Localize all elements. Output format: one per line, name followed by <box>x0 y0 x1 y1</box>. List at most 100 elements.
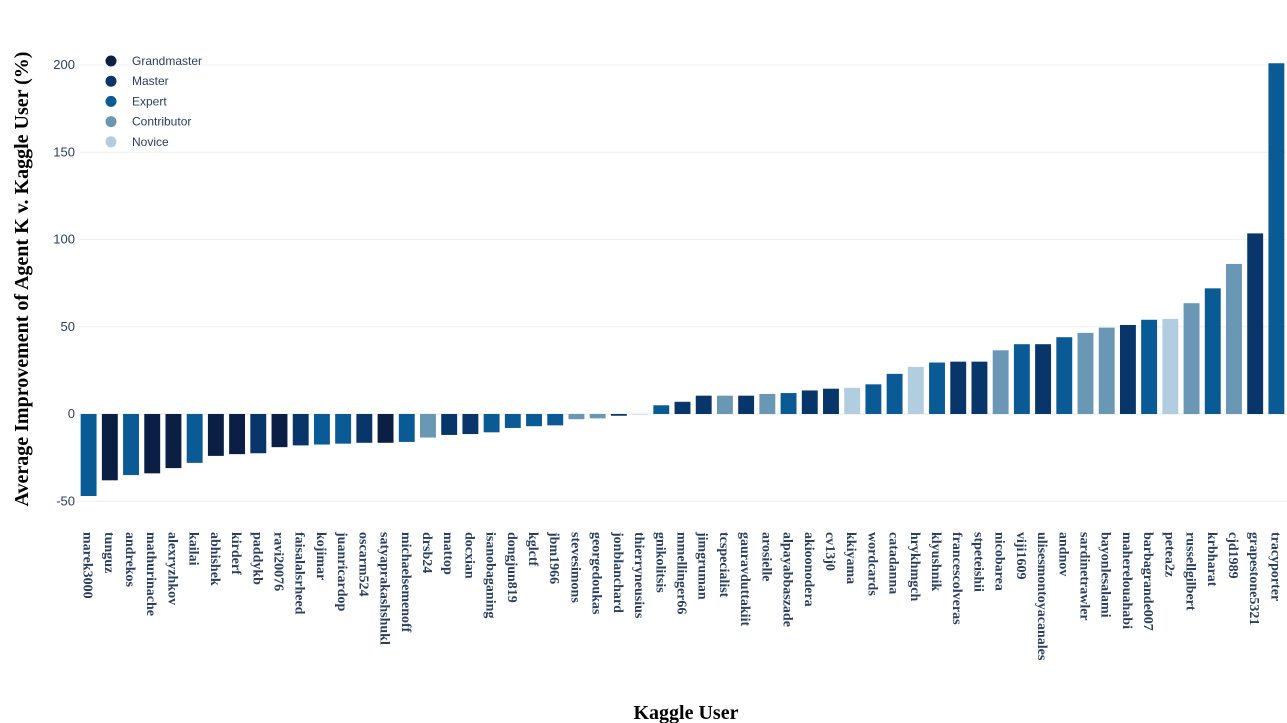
x-axis-title: Kaggle User <box>634 702 739 723</box>
x-tick-label: francescolveras <box>949 532 964 625</box>
x-tick-label: russellgilbert <box>1183 532 1198 611</box>
legend: Grandmaster Master Expert Contributor Novice <box>105 54 202 149</box>
x-tick-label: isanobaganing <box>483 532 498 618</box>
bar-faisalalsrheed <box>292 414 309 446</box>
x-tick-label: stpeteishii <box>970 532 985 592</box>
bar-kkiyama <box>844 387 861 414</box>
bar-arosielle <box>759 393 776 414</box>
bar-jimgruman <box>695 395 712 414</box>
x-tick-label: kkiyama <box>843 532 858 584</box>
x-tick-label: gnikolitsis <box>652 532 667 593</box>
x-tick-label: mmellinger66 <box>674 532 689 614</box>
x-tick-label: sardinetrawler <box>1077 532 1092 621</box>
x-tick-label: nicobarea <box>992 532 1007 591</box>
bar-alexryzhkov <box>165 414 182 469</box>
x-tick-label: drsb24 <box>419 532 434 573</box>
bar-bayonlesalami <box>1098 327 1115 414</box>
legend-label: Grandmaster <box>132 54 202 68</box>
bar-satyaprakashshukl <box>377 414 394 443</box>
bar-kailai <box>186 414 203 463</box>
bar-ulisesmontoyacanales <box>1035 344 1052 414</box>
legend-item-novice: Novice <box>105 135 169 149</box>
legend-marker <box>105 136 117 148</box>
x-tick-label: dongjun819 <box>504 532 519 603</box>
bar-barbagrande007 <box>1141 319 1158 414</box>
x-tick-label: kirderf <box>228 532 243 575</box>
bar-mattop <box>441 414 458 435</box>
bar-tunguz <box>101 414 118 481</box>
bar-michaelsemenoff <box>398 414 415 442</box>
x-tick-label: jbm1966 <box>546 531 561 584</box>
legend-item-master: Master <box>105 74 169 88</box>
x-tick-label: krbharat <box>1204 532 1219 587</box>
bars <box>80 63 1285 497</box>
bar-stevesimons <box>568 414 585 420</box>
y-tick-label: 50 <box>61 319 75 334</box>
y-axis-title: Average Improvement of Agent K v. Kaggle… <box>11 52 33 507</box>
x-tick-label: wordcards <box>864 532 879 596</box>
bar-andrekos <box>123 414 139 476</box>
bar-thierryneusius <box>632 414 649 415</box>
bar-grapestone5321 <box>1247 233 1264 414</box>
bar-viji1609 <box>1013 344 1030 414</box>
bar-kglctf <box>526 414 542 427</box>
bar-alpayabbaszade <box>780 393 797 414</box>
x-tick-label: andrekos <box>122 532 137 588</box>
bar-akioonodera <box>801 390 818 414</box>
bar-ravi20076 <box>271 414 288 448</box>
bar-mmellinger66 <box>674 401 691 414</box>
x-tick-label: maherelouahabi <box>1119 532 1134 629</box>
bar-cjd1989 <box>1226 263 1242 414</box>
y-tick-label: -50 <box>56 493 75 508</box>
x-tick-label: kojimar <box>313 532 328 580</box>
y-tick-label: 200 <box>53 57 75 72</box>
y-tick-label: 0 <box>68 406 75 421</box>
bar-klyushnik <box>929 362 945 414</box>
x-axis-tick-labels: marek3000 tunguz andrekos mathurinache alexr… <box>80 531 1283 661</box>
bar-cv13j0 <box>823 388 839 414</box>
bar-gnikolitsis <box>653 405 670 414</box>
x-tick-label: ravi20076 <box>271 532 286 591</box>
bar-jonblanchard <box>610 414 627 416</box>
legend-label: Expert <box>132 94 167 108</box>
x-tick-label: bayonlesalami <box>1098 532 1113 618</box>
bar-abhishek <box>207 414 224 456</box>
y-tick-label: 150 <box>53 144 75 159</box>
x-tick-label: juanricardop <box>334 531 349 612</box>
bar-paddykb <box>250 414 267 454</box>
x-tick-label: marek3000 <box>80 532 95 599</box>
legend-marker <box>105 116 117 128</box>
x-tick-label: georgedoukas <box>589 532 604 615</box>
legend-item-expert: Expert <box>105 94 167 108</box>
x-tick-label: petea2z <box>1161 532 1176 577</box>
bar-nicobarea <box>992 350 1009 414</box>
bar-hrykhmgch <box>907 366 924 414</box>
x-tick-label: gauravduttakiit <box>737 532 752 626</box>
x-tick-label: michaelsemenoff <box>398 532 413 633</box>
bar-mathurinache <box>144 414 161 474</box>
bar-kirderf <box>229 414 246 455</box>
bar-francescolveras <box>950 361 967 414</box>
x-tick-label: cv13j0 <box>822 532 837 571</box>
legend-label: Master <box>132 74 169 88</box>
x-tick-label: kglctf <box>525 532 540 567</box>
x-tick-label: tracyporter <box>1267 532 1282 601</box>
x-tick-label: jimgruman <box>695 531 710 600</box>
x-tick-label: jonblanchard <box>610 531 625 613</box>
bar-wordcards <box>865 384 882 414</box>
bar-juanricardop <box>335 414 352 444</box>
x-tick-label: andnov <box>1055 532 1070 576</box>
bar-gauravduttakiit <box>738 395 755 414</box>
x-tick-label: mathurinache <box>143 532 158 616</box>
x-tick-label: docxian <box>461 532 476 579</box>
x-tick-label: barbagrande007 <box>1140 532 1155 631</box>
x-tick-label: thierryneusius <box>631 532 646 619</box>
bar-marek3000 <box>80 414 97 497</box>
x-tick-label: grapestone5321 <box>1246 532 1261 625</box>
legend-item-contributor: Contributor <box>105 115 191 129</box>
x-tick-label: tcspecialist <box>716 532 731 598</box>
bar-andnov <box>1056 337 1073 414</box>
x-tick-label: hrykhmgch <box>907 532 922 601</box>
y-axis-ticks: -50 0 50 100 150 200 <box>53 57 75 508</box>
